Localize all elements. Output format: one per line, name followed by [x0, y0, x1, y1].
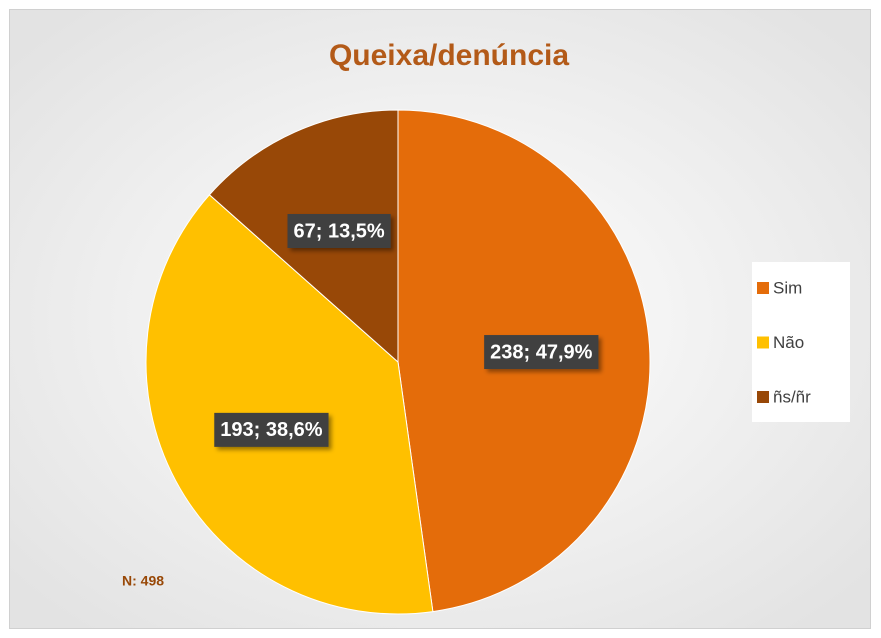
legend-label: Não [773, 333, 804, 352]
annotation: N: 498 [122, 573, 164, 589]
chart-title: Queixa/denúncia [329, 39, 569, 72]
legend-swatch [757, 336, 769, 349]
legend-label: Sim [773, 278, 802, 297]
legend-swatch [757, 282, 769, 294]
legend-swatch [757, 391, 769, 403]
data-label: 193; 38,6% [220, 419, 323, 441]
data-label: 67; 13,5% [293, 220, 384, 242]
data-label: 238; 47,9% [490, 341, 593, 363]
data-label-box [214, 412, 329, 447]
data-label-box [287, 214, 391, 249]
data-label-box [484, 335, 599, 370]
pie-slice [145, 194, 434, 615]
legend-label: ñs/ñr [773, 387, 811, 406]
